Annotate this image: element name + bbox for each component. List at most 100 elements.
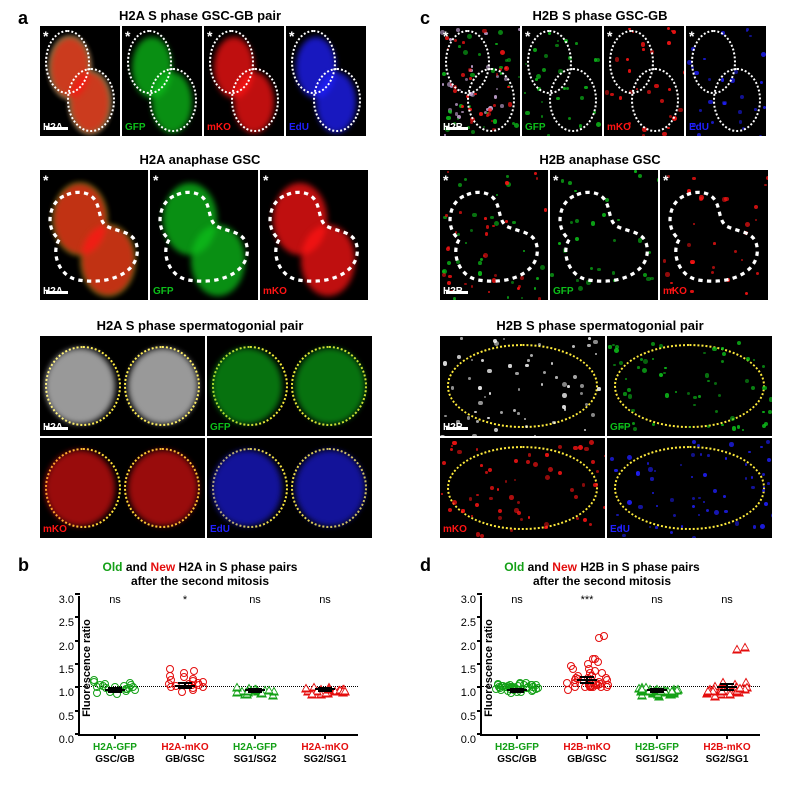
channel-label: mKO <box>443 524 467 535</box>
micrograph-merged: *H2B <box>440 26 520 136</box>
channel-label: GFP <box>525 122 546 133</box>
category-label: H2B-GFPSG1/SG2 <box>625 742 689 766</box>
micrograph-row: H2B GFP <box>440 336 772 436</box>
chart-d-title: Old and New H2B in S phase pairsafter th… <box>432 560 772 588</box>
data-point <box>190 667 198 675</box>
micrograph-gfp: *GFP <box>122 26 202 136</box>
micrograph-row: *H2B * GFP * mKO * EdU <box>440 26 766 136</box>
ytick-label: 1.5 <box>448 664 476 676</box>
significance-label: ns <box>295 594 355 606</box>
data-point <box>516 679 524 687</box>
ytick-label: 0.5 <box>46 711 74 723</box>
ytick-label: 2.0 <box>448 641 476 653</box>
micrograph-mko: mKO <box>40 438 205 538</box>
asterisk-icon: * <box>663 172 668 188</box>
micrograph-edu: EdU <box>207 438 372 538</box>
asterisk-icon: * <box>289 28 294 44</box>
micrograph-row: H2A GFP <box>40 336 372 436</box>
asterisk-icon: * <box>607 28 612 44</box>
ytick-label: 0.0 <box>448 734 476 746</box>
micrograph-gfp: *GFP <box>550 170 658 300</box>
micrograph-mko: * mKO <box>660 170 768 300</box>
micrograph-gfp: GFP <box>207 336 372 436</box>
data-point <box>232 682 242 691</box>
category-label: H2B-GFPGSC/GB <box>485 742 549 766</box>
micrograph-gfp: * GFP <box>522 26 602 136</box>
asterisk-icon: * <box>263 172 268 188</box>
data-point <box>637 685 647 694</box>
data-point <box>569 665 577 673</box>
channel-label: H2A <box>43 422 63 433</box>
channel-label: mKO <box>607 122 631 133</box>
data-point <box>307 689 317 698</box>
micrograph-edu: * EdU <box>686 26 766 136</box>
ytick-label: 0.0 <box>46 734 74 746</box>
asterisk-icon: * <box>689 28 694 44</box>
data-point <box>591 655 599 663</box>
channel-label: GFP <box>553 286 574 297</box>
c-row3-title: H2B S phase spermatogonial pair <box>400 318 800 333</box>
ytick-label: 3.0 <box>448 594 476 606</box>
a-row1-title: H2A S phase GSC-GB pair <box>0 8 400 23</box>
ytick-label: 2.5 <box>448 617 476 629</box>
ytick-label: 1.0 <box>46 687 74 699</box>
ytick-label: 0.5 <box>448 711 476 723</box>
data-point <box>180 669 188 677</box>
data-point <box>101 680 109 688</box>
ytick-label: 1.0 <box>448 687 476 699</box>
panel-label-d: d <box>420 555 431 576</box>
significance-label: ns <box>85 594 145 606</box>
data-point <box>602 674 610 682</box>
chart-b-plot-area: 0.00.51.01.52.02.53.0nsH2A-GFPGSC/GB*H2A… <box>78 596 358 736</box>
category-label: H2B-mKOSG2/SG1 <box>695 742 759 766</box>
asterisk-icon: * <box>525 28 530 44</box>
data-point <box>264 686 274 695</box>
micrograph-edu: EdU <box>607 438 772 538</box>
panel-label-b: b <box>18 555 29 576</box>
chart-d-plot-area: 0.00.51.01.52.02.53.0nsH2B-GFPGSC/GB***H… <box>480 596 760 736</box>
data-point <box>597 683 605 691</box>
channel-label: mKO <box>43 524 67 535</box>
micrograph-merged: *H2A <box>40 26 120 136</box>
channel-label: GFP <box>153 286 174 297</box>
c-row1-title: H2B S phase GSC-GB <box>400 8 800 23</box>
asterisk-icon: * <box>43 172 48 188</box>
micrograph-mko: * mKO <box>260 170 368 300</box>
category-label: H2A-GFPGSC/GB <box>83 742 147 766</box>
channel-label: EdU <box>289 122 309 133</box>
ytick-label: 1.5 <box>46 664 74 676</box>
micrograph-row: * H2B *GFP * mKO <box>440 170 768 300</box>
asterisk-icon: * <box>207 28 212 44</box>
micrograph-mko: * mKO <box>204 26 284 136</box>
micrograph-mko: mKO <box>440 438 605 538</box>
chart-d: Old and New H2B in S phase pairsafter th… <box>432 560 772 775</box>
a-row2-title: H2A anaphase GSC <box>0 152 400 167</box>
ytick-label: 2.5 <box>46 617 74 629</box>
significance-label: * <box>155 594 215 606</box>
channel-label: EdU <box>689 122 709 133</box>
ytick-label: 2.0 <box>46 641 74 653</box>
micrograph-row: mKO EdU <box>440 438 772 538</box>
channel-label: mKO <box>663 286 687 297</box>
asterisk-icon: * <box>43 28 48 44</box>
chart-b-title: Old and New H2A in S phase pairsafter th… <box>30 560 370 588</box>
category-label: H2A-GFPSG1/SG2 <box>223 742 287 766</box>
c-row2-title: H2B anaphase GSC <box>400 152 800 167</box>
channel-label: H2B <box>443 422 463 433</box>
asterisk-icon: * <box>443 172 448 188</box>
micrograph-row: mKO EdU <box>40 438 372 538</box>
channel-label: H2B <box>443 286 463 297</box>
micrograph-gfp: *GFP <box>150 170 258 300</box>
a-row3-title: H2A S phase spermatogonial pair <box>0 318 400 333</box>
category-label: H2B-mKOGB/GSC <box>555 742 619 766</box>
micrograph-gfp: GFP <box>607 336 772 436</box>
channel-label: H2A <box>43 286 63 297</box>
asterisk-icon: * <box>125 28 130 44</box>
data-point <box>703 687 713 696</box>
significance-label: ns <box>697 594 757 606</box>
ytick-label: 3.0 <box>46 594 74 606</box>
chart-b: Old and New H2A in S phase pairsafter th… <box>30 560 370 775</box>
channel-label: mKO <box>207 122 231 133</box>
channel-label: mKO <box>263 286 287 297</box>
data-point <box>165 680 173 688</box>
